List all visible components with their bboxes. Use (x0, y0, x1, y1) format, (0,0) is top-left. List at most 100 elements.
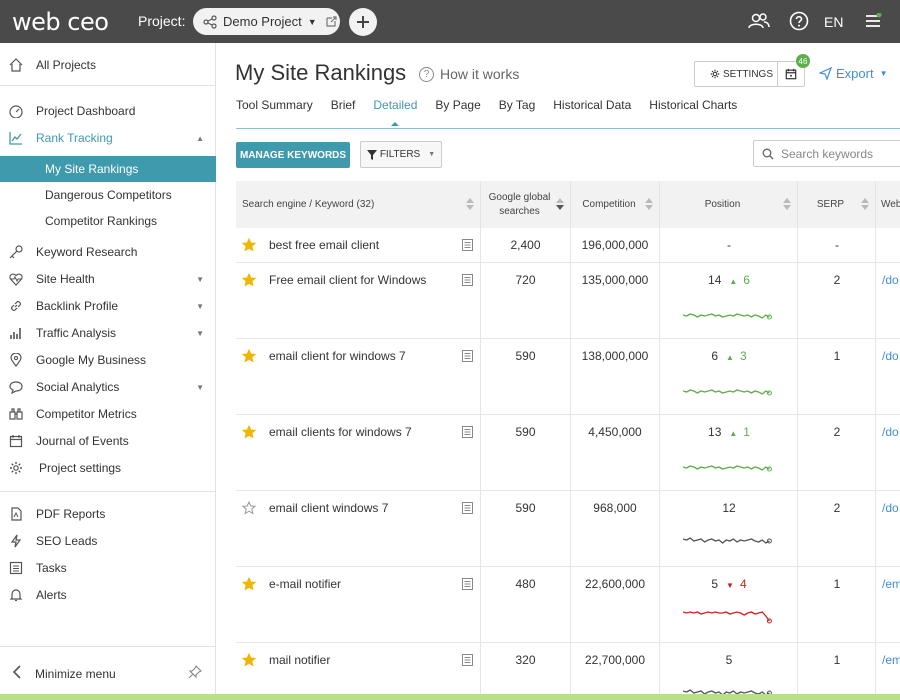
star-icon[interactable] (242, 501, 256, 515)
header-position[interactable]: Position (660, 181, 798, 228)
position-cell: 13 ▲ 1 (660, 415, 798, 490)
question-icon: ? (419, 66, 434, 82)
header-label: searches (499, 206, 540, 217)
search-keywords-field[interactable] (753, 140, 900, 167)
notes-icon[interactable] (462, 426, 473, 438)
sidebar-item-project-dashboard[interactable]: Project Dashboard (0, 98, 216, 124)
project-select[interactable]: Demo Project ▼ (193, 8, 340, 35)
how-it-works-link[interactable]: ? How it works (419, 66, 519, 82)
notes-icon[interactable] (462, 239, 473, 251)
star-icon[interactable] (242, 349, 256, 363)
help-button[interactable] (788, 10, 810, 32)
events-button[interactable] (777, 61, 805, 87)
sidebar-item-social-analytics[interactable]: Social Analytics ▼ (0, 374, 216, 400)
ranking-url-link[interactable]: /do (882, 501, 899, 515)
export-button[interactable]: Export ▼ (819, 66, 888, 81)
sidebar-item-backlink-profile[interactable]: Backlink Profile ▼ (0, 293, 216, 319)
competition-value: 196,000,000 (581, 238, 649, 252)
menu-button[interactable] (862, 10, 884, 32)
tab-by-page[interactable]: By Page (435, 98, 481, 112)
star-icon[interactable] (242, 577, 256, 591)
sidebar-item-keyword-research[interactable]: Keyword Research (0, 239, 216, 265)
table-row[interactable]: email client windows 7 590 968,000 12 2/do (236, 491, 900, 567)
add-project-button[interactable] (349, 8, 377, 36)
keyword-text[interactable]: Free email client for Windows (269, 273, 427, 287)
webceo-logo[interactable]: web ceo (12, 8, 109, 36)
divider (0, 491, 216, 492)
external-link-icon[interactable] (325, 15, 338, 28)
chevron-left-icon (12, 665, 22, 682)
sidebar-item-tasks[interactable]: Tasks (0, 555, 216, 581)
sidebar-item-site-health[interactable]: Site Health ▼ (0, 266, 216, 292)
star-icon[interactable] (242, 653, 256, 667)
sidebar-item-competitor-metrics[interactable]: Competitor Metrics (0, 401, 216, 427)
keyword-text[interactable]: e-mail notifier (269, 577, 342, 591)
sidebar-item-competitor-rankings[interactable]: Competitor Rankings (0, 208, 216, 234)
table-row[interactable]: e-mail notifier 480 22,600,000 5 ▼ 4 1/em (236, 567, 900, 643)
ranking-url-link[interactable]: /do (882, 349, 899, 363)
notes-icon[interactable] (462, 350, 473, 362)
star-icon[interactable] (242, 273, 256, 287)
sidebar-item-google-my-business[interactable]: Google My Business (0, 347, 216, 373)
sidebar-item-dangerous-competitors[interactable]: Dangerous Competitors (0, 182, 216, 208)
notes-icon[interactable] (462, 274, 473, 286)
header-serp[interactable]: SERP (798, 181, 876, 228)
language-selector[interactable]: EN (824, 14, 844, 30)
table-row[interactable]: Free email client for Windows 720 135,000,… (236, 263, 900, 339)
tab-by-tag[interactable]: By Tag (498, 98, 536, 112)
table-row[interactable]: best free email client 2,400 196,000,000 - - (236, 228, 900, 263)
ranking-url-link[interactable]: /do (882, 425, 899, 439)
header-web[interactable]: Web (876, 181, 900, 228)
chevron-down-icon: ▼ (879, 69, 888, 78)
tab-historical-charts[interactable]: Historical Charts (649, 98, 738, 112)
searches-cell: 2,400 (481, 228, 571, 262)
sidebar-item-traffic-analysis[interactable]: Traffic Analysis ▼ (0, 320, 216, 346)
project-label: Project: (138, 13, 186, 29)
notes-icon[interactable] (462, 578, 473, 590)
keyword-text[interactable]: best free email client (269, 238, 380, 252)
competition-value: 968,000 (593, 501, 637, 515)
sidebar-item-pdf-reports[interactable]: PDF Reports (0, 501, 216, 527)
sidebar-item-all-projects[interactable]: All Projects (0, 52, 216, 78)
table-row[interactable]: email clients for windows 7 590 4,450,000 1… (236, 415, 900, 491)
notes-icon[interactable] (462, 502, 473, 514)
searches-value: 320 (515, 653, 536, 667)
tab-tool-summary[interactable]: Tool Summary (236, 98, 313, 112)
table-row[interactable]: mail notifier 320 22,700,000 5 1/em (236, 643, 900, 700)
settings-button[interactable]: SETTINGS (694, 61, 789, 87)
sidebar-item-seo-leads[interactable]: SEO Leads (0, 528, 216, 554)
sidebar-item-label: Competitor Rankings (45, 214, 158, 228)
ranking-url-link[interactable]: /do (882, 273, 899, 287)
tab-brief[interactable]: Brief (330, 98, 356, 112)
sidebar-item-rank-tracking[interactable]: Rank Tracking ▲ (0, 125, 216, 151)
header-searches[interactable]: Google global searches (481, 181, 571, 228)
keyword-text[interactable]: email client windows 7 (269, 501, 389, 515)
ranking-url-link[interactable]: /em (882, 577, 900, 591)
keyword-text[interactable]: email clients for windows 7 (269, 425, 412, 439)
sidebar-item-journal-of-events[interactable]: Journal of Events (0, 428, 216, 454)
keyword-text[interactable]: mail notifier (269, 653, 331, 667)
star-icon[interactable] (242, 238, 256, 252)
header-competition[interactable]: Competition (571, 181, 660, 228)
searches-value: 2,400 (510, 238, 541, 252)
filters-button[interactable]: FILTERS ▼ (360, 141, 442, 168)
sidebar-item-project-settings[interactable]: Project settings (0, 455, 216, 481)
sidebar-item-my-site-rankings[interactable]: My Site Rankings (0, 156, 216, 182)
question-icon (789, 11, 809, 31)
ranking-url-link[interactable]: /em (882, 653, 900, 667)
star-icon[interactable] (242, 425, 256, 439)
search-input[interactable] (781, 146, 900, 161)
competition-value: 22,600,000 (584, 577, 646, 591)
pin-icon[interactable] (188, 665, 202, 682)
table-row[interactable]: email client for windows 7 590 138,000,000… (236, 339, 900, 415)
keyword-text[interactable]: email client for windows 7 (269, 349, 406, 363)
users-button[interactable] (748, 10, 770, 32)
tab-detailed[interactable]: Detailed (373, 98, 417, 128)
tab-historical-data[interactable]: Historical Data (553, 98, 632, 112)
minimize-menu[interactable]: Minimize menu (0, 646, 216, 700)
manage-keywords-button[interactable]: MANAGE KEYWORDS (236, 142, 350, 168)
searches-cell: 590 (481, 415, 571, 490)
header-keyword[interactable]: Search engine / Keyword (32) (236, 181, 481, 228)
sidebar-item-alerts[interactable]: Alerts (0, 582, 216, 608)
notes-icon[interactable] (462, 654, 473, 666)
